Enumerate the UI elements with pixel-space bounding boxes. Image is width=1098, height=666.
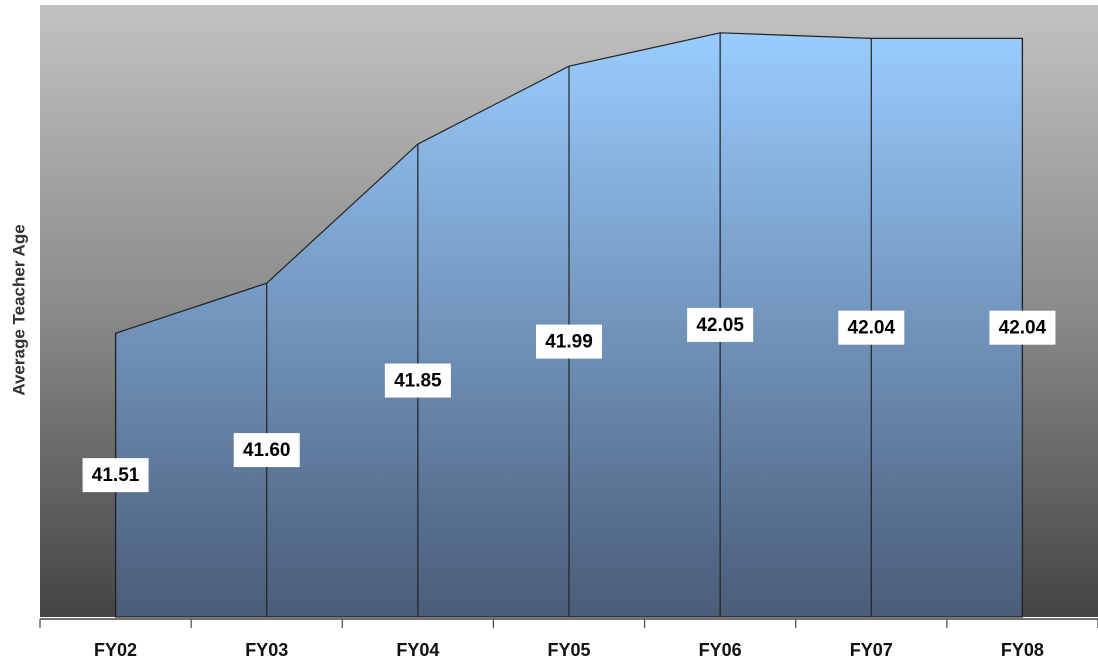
value-label-box [82,458,149,493]
value-label: 42.04 [999,318,1047,339]
value-label: 41.51 [92,465,140,486]
x-tick-label: FY03 [245,640,288,660]
x-tick-label: FY08 [1001,640,1044,660]
value-label: 42.05 [696,315,744,336]
value-label-box [687,307,754,342]
x-tick-label: FY04 [396,640,439,660]
value-label-box [233,433,300,468]
value-label-box [838,310,905,345]
value-label: 41.85 [394,371,442,392]
x-tick-label: FY06 [699,640,742,660]
value-label-box [536,324,602,359]
x-tick-label: FY07 [850,640,893,660]
value-label-box [384,363,451,398]
value-label: 41.99 [545,332,593,353]
value-label: 42.04 [848,318,896,339]
y-axis-title: Average Teacher Age [9,224,28,395]
value-label-box [989,310,1056,345]
x-tick-label: FY05 [547,640,590,660]
x-tick-label: FY02 [94,640,137,660]
value-label: 41.60 [243,440,291,461]
